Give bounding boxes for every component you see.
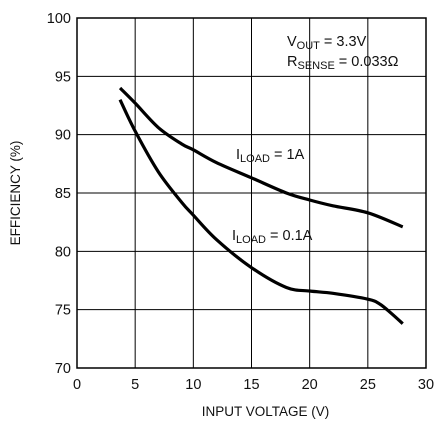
condition-vout-label: VOUT = 3.3V (287, 34, 367, 52)
x-tick-label: 25 (360, 377, 376, 393)
tick-labels: 0 5 10 15 20 25 30 70 75 80 85 90 95 100 (47, 11, 434, 393)
y-axis-title: EFFICIENCY (%) (8, 141, 23, 246)
series-line-iload-1a (118, 86, 404, 229)
series-label-iload-0-1a: ILOAD = 0.1A (232, 228, 313, 246)
x-tick-label: 0 (73, 377, 81, 393)
annotations: VOUT = 3.3V RSENSE = 0.033Ω ILOAD = 1A I… (232, 34, 399, 246)
plot-border (76, 17, 427, 369)
x-tick-label: 5 (131, 377, 139, 393)
series-lines (118, 86, 404, 325)
y-tick-label: 100 (47, 11, 71, 27)
y-tick-label: 85 (55, 186, 71, 202)
x-tick-label: 10 (185, 377, 201, 393)
y-tick-label: 80 (55, 244, 71, 260)
plot-frame (76, 17, 427, 369)
condition-rsense-label: RSENSE = 0.033Ω (287, 54, 399, 72)
series-line-iload-0-1a (118, 98, 404, 325)
x-tick-label: 15 (243, 377, 259, 393)
series-label-iload-1a: ILOAD = 1A (236, 147, 305, 165)
y-tick-label: 90 (55, 128, 71, 144)
x-tick-label: 20 (302, 377, 318, 393)
grid-lines (77, 18, 426, 368)
y-tick-label: 70 (55, 361, 71, 377)
y-tick-label: 95 (55, 69, 71, 85)
y-tick-label: 75 (55, 303, 71, 319)
x-tick-label: 30 (418, 377, 434, 393)
x-axis-title: INPUT VOLTAGE (V) (202, 404, 330, 419)
